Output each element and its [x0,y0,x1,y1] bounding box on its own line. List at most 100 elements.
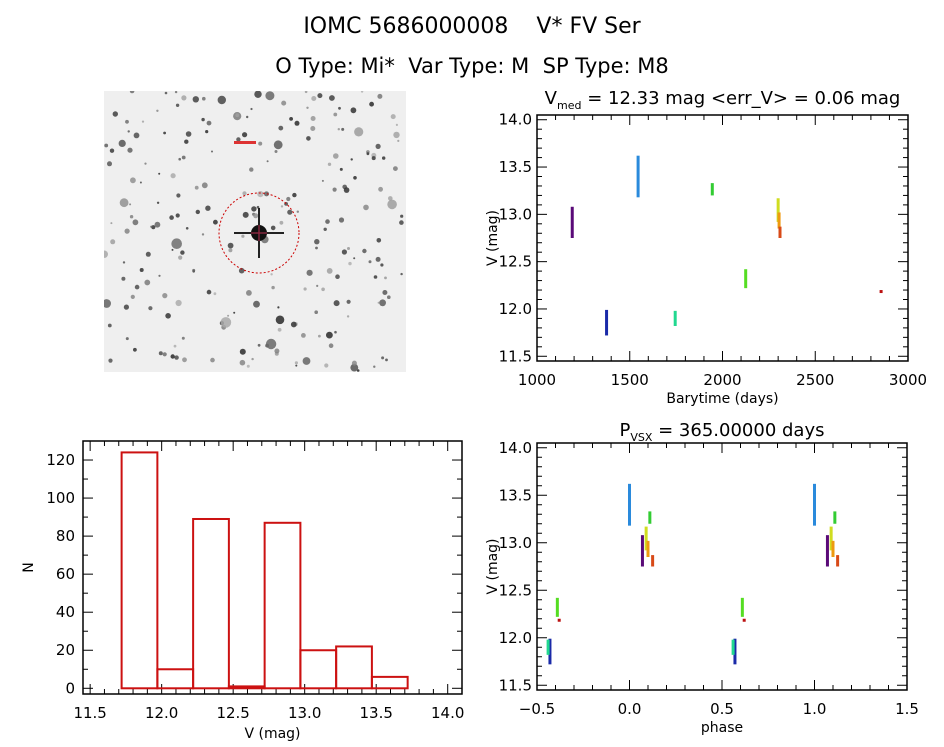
data-point-season5 [833,511,837,524]
x-tick-label: −0.5 [519,700,555,718]
x-tick-label: 0.5 [710,700,734,718]
star [181,95,187,101]
star [380,263,384,267]
y-tick-label: 80 [56,527,75,545]
star [227,242,234,249]
x-tick-label: 13.5 [359,704,392,722]
star [377,93,383,99]
data-point-season6 [744,269,748,289]
star [400,214,404,218]
star [122,261,126,264]
star [327,162,332,166]
data-point-season9 [778,226,782,238]
star [205,205,211,211]
star [119,198,129,208]
star [356,369,360,372]
y-tick-label: 13.0 [499,534,532,552]
star [337,128,340,131]
star [201,117,205,122]
star [360,91,364,93]
star [220,317,232,328]
x-tick-label: 13.0 [288,704,321,722]
star [150,225,153,228]
star [303,287,307,291]
star [109,148,115,153]
star [129,91,135,94]
star [350,158,353,161]
star [277,327,282,332]
histogram-bar [156,668,195,690]
star [165,313,171,319]
star [249,167,254,172]
star [125,337,129,341]
star [384,276,387,280]
star [346,299,351,304]
histogram-bar [370,675,409,690]
data-point-season3 [636,155,640,198]
y-tick-label: 11.5 [499,676,532,694]
star [108,358,113,363]
data-point-season10 [557,618,561,622]
star [104,250,108,258]
star [339,167,343,171]
star [363,204,369,211]
star [376,238,382,243]
star [328,343,334,348]
star [366,152,370,156]
star [321,287,325,292]
x-tick-label: 1.5 [895,700,919,718]
star [294,361,298,365]
star [130,177,136,184]
star [387,199,397,210]
star [362,248,367,254]
star [175,213,180,218]
star [124,228,130,234]
star [133,347,137,352]
star [202,96,206,101]
star [194,185,199,190]
star [163,131,166,135]
star [271,285,275,290]
star [353,257,356,260]
star [395,123,398,126]
star [270,225,276,231]
star [129,203,132,206]
star [348,261,352,266]
star [338,106,341,110]
star [306,269,313,276]
histogram-plot: 11.5 12.0 12.5 13.0 13.5 14.0 0 20 40 60 80 100 120 V… [21,440,464,742]
object-types: O Type: Mi* Var Type: M SP Type: M8 [275,54,669,78]
star [375,143,381,149]
data-point-season2 [605,309,609,336]
star [235,113,240,118]
star [317,93,323,99]
x-tick-label: 14.0 [431,704,464,722]
star [254,91,262,98]
star [253,213,259,219]
star [242,191,247,196]
star [256,205,260,209]
star [171,238,182,249]
star [350,363,359,372]
y-tick-label: 0 [65,679,75,697]
star [133,132,140,139]
star [382,290,388,295]
star [388,196,393,201]
histogram-frame [82,440,463,695]
star [289,117,293,121]
star [217,95,226,105]
plot-title: Vmed = 12.33 mag <err_V> = 0.06 mag [545,88,901,112]
star [170,354,175,359]
star [251,206,257,212]
star [377,301,380,304]
star [316,284,319,287]
y-tick-label: 13.0 [499,205,532,223]
object-title: IOMC 5686000008 V* FV Ser [303,14,641,39]
star [181,336,185,340]
star [295,364,298,367]
star [176,193,181,198]
star [118,139,126,147]
data-point-season9 [836,555,840,567]
data-point-season6 [740,597,744,617]
star [141,120,145,123]
